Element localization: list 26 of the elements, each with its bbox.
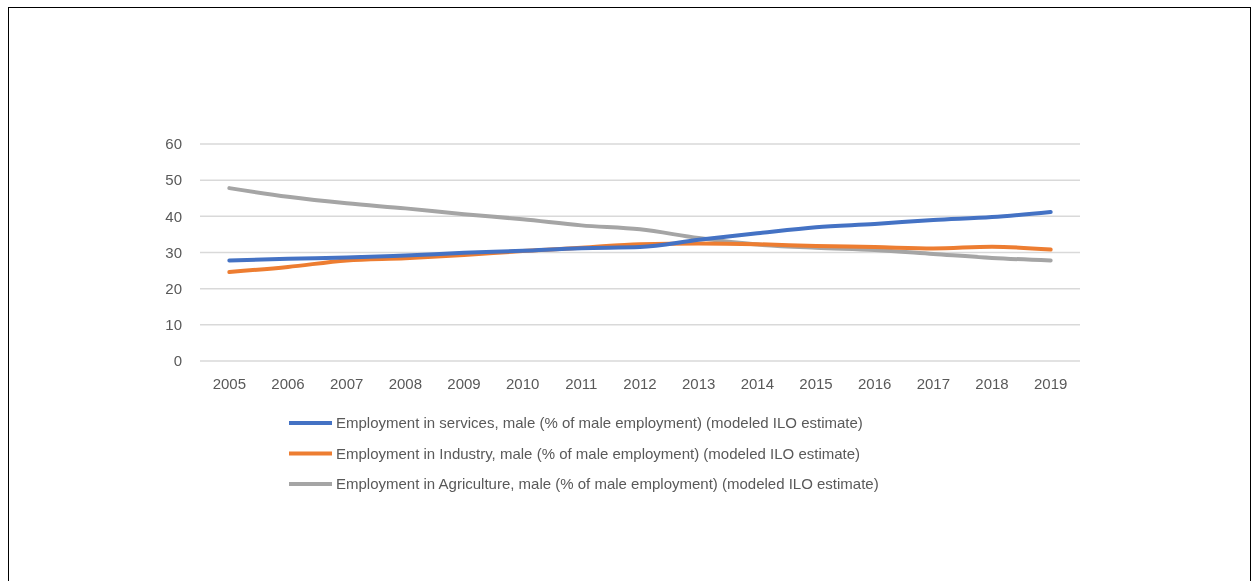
y-tick-label: 0 [173, 352, 182, 370]
x-tick-label: 2011 [565, 375, 598, 392]
x-tick-label: 2015 [799, 375, 833, 392]
y-tick-label: 50 [165, 171, 182, 189]
y-tick-label: 20 [165, 279, 182, 297]
x-tick-label: 2014 [740, 375, 775, 392]
y-tick-label: 60 [165, 135, 182, 153]
y-tick-label: 30 [165, 243, 182, 261]
x-tick-label: 2017 [916, 375, 951, 392]
x-tick-label: 2005 [212, 375, 247, 392]
x-tick-label: 2007 [329, 375, 364, 392]
x-tick-label: 2010 [505, 375, 540, 392]
x-tick-label: 2018 [975, 375, 1009, 392]
x-tick-label: 2019 [1033, 375, 1068, 392]
y-tick-label: 40 [165, 207, 182, 225]
x-tick-label: 2008 [388, 375, 423, 392]
line-series [227, 209, 1053, 263]
x-tick-label: 2013 [681, 375, 716, 392]
x-tick-label: 2016 [857, 375, 892, 392]
legend-label: Employment in Agriculture, male (% of male employment) (modeled ILO estimate) [336, 475, 879, 493]
legend-label: Employment in services, male (% of male employment) (modeled ILO estimate) [336, 414, 863, 432]
legend-label: Employment in Industry, male (% of male employment) (modeled ILO estimate) [336, 444, 861, 462]
y-tick-label: 10 [165, 316, 182, 334]
x-tick-label: 2009 [447, 375, 481, 392]
x-tick-label: 2012 [623, 375, 657, 392]
x-tick-label: 2006 [271, 375, 305, 392]
